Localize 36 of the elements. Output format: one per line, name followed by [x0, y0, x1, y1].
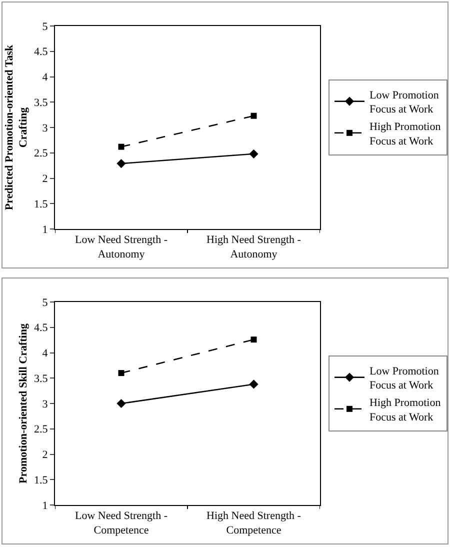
- y-tick-label: 1: [42, 224, 48, 236]
- y-axis-title: Promotion-oriented Skill Crafting: [18, 323, 30, 484]
- y-tick-label: 1: [42, 500, 48, 512]
- y-tick-label: 5: [42, 296, 48, 309]
- legend-label: Low Promotion Focus at Work: [370, 89, 440, 116]
- legend-label: Low Promotion Focus at Work: [370, 365, 440, 392]
- y-tick-label: 1.5: [34, 198, 48, 210]
- x-tick-label: High Need Strength - Competence: [206, 510, 302, 536]
- point: [116, 398, 126, 408]
- y-tick-label: 2: [42, 449, 48, 462]
- legend-label: High Promotion Focus at Work: [370, 397, 442, 424]
- point: [116, 158, 126, 168]
- y-tick-label: 4.5: [34, 322, 48, 334]
- y-tick-label: 3.5: [34, 96, 48, 109]
- point: [118, 144, 124, 150]
- y-tick-label: 3.5: [34, 372, 48, 385]
- point: [249, 380, 258, 389]
- y-tick-label: 4: [42, 72, 48, 84]
- point: [250, 112, 257, 119]
- x-tick-label: High Need Strength - Autonomy: [206, 234, 302, 260]
- y-tick-label: 5: [42, 20, 48, 33]
- y-tick-label: 2: [42, 173, 48, 186]
- x-tick-label: Low Need Strength - Competence: [74, 510, 168, 536]
- y-tick-label: 2.5: [34, 424, 48, 436]
- legend-label: High Promotion Focus at Work: [370, 121, 442, 148]
- y-axis-title: Predicted Promotion-oriented Task Crafting: [3, 44, 30, 210]
- y-tick-label: 4.5: [34, 46, 48, 58]
- point: [249, 149, 258, 158]
- y-tick-label: 3: [42, 398, 48, 410]
- point: [250, 336, 257, 343]
- x-tick-label: Low Need Strength - Autonomy: [74, 234, 168, 260]
- y-tick-label: 1.5: [34, 474, 48, 486]
- y-tick-label: 2.5: [34, 148, 48, 160]
- y-tick-label: 4: [42, 348, 48, 360]
- y-tick-label: 3: [42, 122, 48, 134]
- point: [118, 370, 124, 376]
